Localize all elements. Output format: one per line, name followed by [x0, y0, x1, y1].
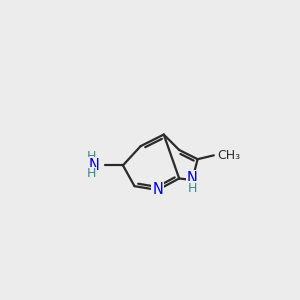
- Text: N: N: [89, 158, 100, 173]
- Text: CH₃: CH₃: [218, 149, 241, 162]
- Text: H: H: [188, 182, 197, 195]
- Text: N: N: [152, 182, 163, 197]
- Text: N: N: [187, 171, 198, 186]
- Text: H: H: [87, 167, 96, 180]
- Text: H: H: [87, 150, 96, 164]
